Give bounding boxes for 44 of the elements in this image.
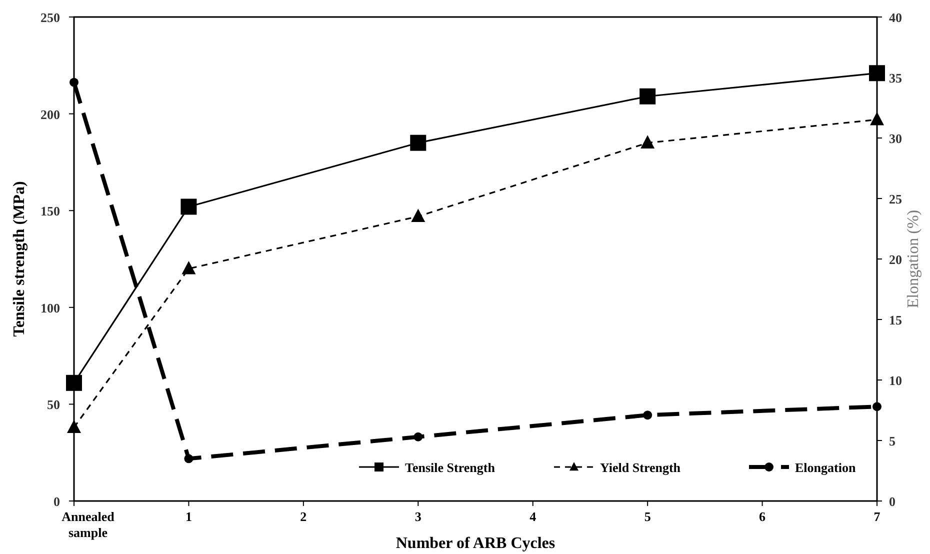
point <box>66 374 82 391</box>
y2-tick-label: 30 <box>889 131 902 146</box>
point <box>643 410 652 420</box>
y2-tick-label: 0 <box>889 494 896 509</box>
point <box>640 88 656 104</box>
x-tick-label: 1 <box>185 509 192 524</box>
point <box>869 65 885 82</box>
y2-tick-label: 15 <box>889 312 902 328</box>
y-axis-title: Tensile strength (MPa) <box>11 181 28 337</box>
point <box>411 208 426 222</box>
y2-tick-label: 5 <box>889 434 896 448</box>
y2-tick-label: 10 <box>889 373 902 388</box>
point <box>410 134 426 151</box>
y-tick-label: 50 <box>47 397 60 412</box>
y2-tick-label: 35 <box>889 70 902 86</box>
y-tick-label: 0 <box>54 494 60 509</box>
x-tick-label: 2 <box>300 509 307 524</box>
x-tick-label: Annealed sample <box>62 509 116 540</box>
point <box>414 432 423 442</box>
y-tick-label: 250 <box>40 10 60 25</box>
x-tick-label: 7 <box>874 509 881 524</box>
point <box>180 198 197 215</box>
x-tick-label: 6 <box>759 509 766 524</box>
legend-label: Elongation <box>795 460 856 475</box>
y2-axis-title: Elongation (%) <box>905 210 922 308</box>
y2-tick-label: 20 <box>889 252 902 267</box>
y-tick-label: 200 <box>40 106 60 122</box>
y-tick-label: 150 <box>40 204 60 219</box>
x-tick-label: 4 <box>530 509 537 524</box>
x-tick-label: 3 <box>414 509 422 524</box>
point <box>870 112 884 126</box>
x-tick-label: 5 <box>644 509 652 524</box>
y-tick-label: 100 <box>40 300 60 316</box>
point <box>182 260 196 274</box>
legend-label: Tensile Strength <box>405 460 496 475</box>
y2-tick-label: 25 <box>889 192 902 206</box>
x-axis-title: Number of ARB Cycles <box>396 535 556 552</box>
point <box>67 420 81 434</box>
point <box>872 402 882 412</box>
point <box>640 135 655 148</box>
y2-tick-label: 40 <box>889 10 902 25</box>
point <box>184 454 194 464</box>
legend-label: Yield Strength <box>600 460 682 475</box>
point <box>70 78 78 87</box>
